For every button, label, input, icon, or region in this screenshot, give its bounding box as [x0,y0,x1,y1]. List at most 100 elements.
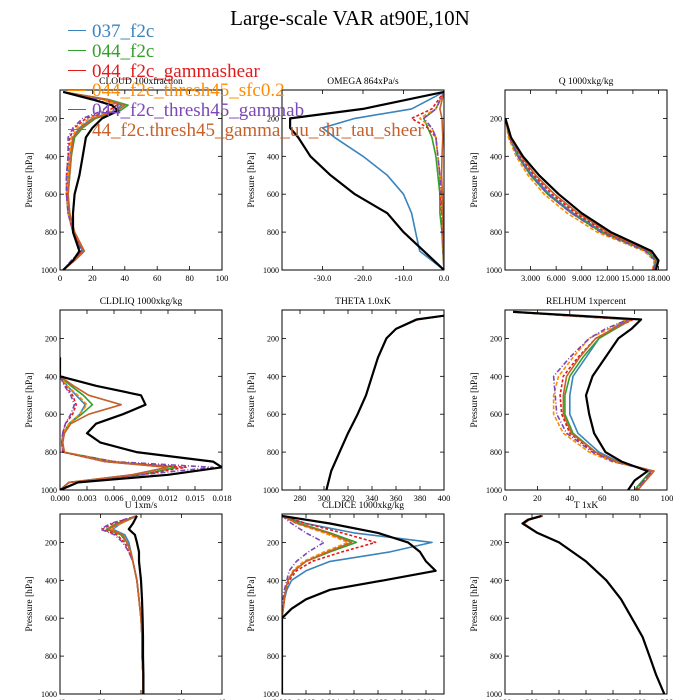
y-tick-label: 200 [45,114,57,123]
y-tick-label: 1000 [486,266,502,275]
x-tick-label: 100 [216,273,229,283]
series-group [289,90,444,270]
series-line [60,357,169,490]
series-line [60,357,178,490]
y-tick-label: 600 [45,614,57,623]
series-line [422,91,444,270]
y-tick-label: 400 [45,372,57,381]
y-tick-label: 400 [267,372,279,381]
series-line [505,118,656,270]
series-line [513,311,655,490]
x-tick-label: 100 [661,493,674,503]
series-line [60,357,187,490]
x-tick-label: 340 [366,493,379,503]
legend-swatch [68,30,86,32]
series-line [513,311,652,490]
x-tick-label: 80 [185,273,194,283]
y-tick-label: 800 [490,228,502,237]
x-tick-label: 200 [526,697,539,700]
reference-line [325,314,444,490]
x-tick-label: 360 [390,493,403,503]
legend-item: 44_f2c.thresh45_gamma_uu_shr_tau_sheer [68,121,424,141]
x-tick-label: 0.003 [77,493,96,503]
series-line [523,515,666,694]
legend-label: 044_f2c [92,40,155,62]
x-tick-label: 60 [153,273,162,283]
series-line [282,515,358,694]
legend-swatch [68,129,86,131]
series-line [321,91,444,270]
y-tick-label: 800 [267,448,279,457]
x-tick-label: 0.010 [392,697,411,700]
x-tick-label: 260 [607,697,620,700]
x-tick-label: -20 [95,697,106,700]
x-tick-label: 40 [121,273,130,283]
series-line [505,118,657,270]
y-tick-label: 600 [267,614,279,623]
plot-frame [281,513,445,695]
series-line [513,311,654,490]
panel: 0.000 0.003 0.006 0.009 0.012 0.015 0.018 200 40… [25,297,232,503]
y-tick-label: 600 [45,190,57,199]
y-tick-label: 400 [490,152,502,161]
x-tick-label: 0.006 [344,697,363,700]
panel-title: CLDLIQ 1000xkg/kg [100,297,183,307]
x-tick-label: 15.000 [621,273,644,283]
legend-item: 044_f2c [68,40,424,62]
panel: -40 -20 0 20 40 200 400 600 800 1000 U 1xm/s Pressu… [25,501,226,700]
y-tick-label: 400 [45,152,57,161]
x-tick-label: 9.000 [572,273,591,283]
x-tick-label: 40 [566,493,575,503]
series-line [513,311,655,490]
series-line [523,515,666,694]
y-tick-label: 400 [490,576,502,585]
plot-frame [504,513,668,695]
series-line [282,515,325,694]
reference-line [62,90,120,270]
y-tick-label: 600 [490,190,502,199]
x-tick-label: 0.006 [104,493,123,503]
series-line [282,515,353,694]
panel: -30.0 -20.0 -10.0 0.0 200 400 600 800 1000 OMEGA … [247,77,449,283]
x-tick-label: 18.000 [647,273,670,283]
y-tick-label: 800 [45,228,57,237]
x-tick-label: 240 [580,697,593,700]
plot-frame [504,89,668,271]
y-tick-label: 600 [267,190,279,199]
y-tick-label: 200 [490,334,502,343]
x-tick-label: 0.008 [368,697,387,700]
x-tick-label: 20 [88,273,97,283]
y-tick-label: 1000 [263,266,279,275]
series-line [523,515,666,694]
series-line [282,515,349,694]
y-tick-label: 600 [267,410,279,419]
y-axis-label: Pressure [hPa] [247,152,257,207]
y-axis-label: Pressure [hPa] [25,152,35,207]
x-tick-label: 0 [503,493,507,503]
x-tick-label: 40 [218,697,227,700]
series-group [521,514,666,694]
x-tick-label: 0 [58,273,62,283]
x-tick-label: -40 [54,697,65,700]
y-axis-label: Pressure [hPa] [25,576,35,631]
series-line [111,515,144,694]
series-line [282,515,377,694]
y-tick-label: 200 [267,538,279,547]
series-line [60,357,214,490]
legend-label: 044_f2c_thresh45_gammab [92,100,305,122]
legend-item: 037_f2c [68,22,424,42]
y-tick-label: 200 [267,114,279,123]
series-group [99,515,145,694]
panel: 0.000 0.002 0.004 0.006 0.008 0.010 0.012 200 40… [247,501,445,700]
y-tick-label: 600 [45,410,57,419]
series-line [418,91,444,270]
x-tick-label: -30.0 [314,273,332,283]
panel: 0 20 40 60 80 100 200 400 600 800 1000 RELHUM 1xper… [470,297,673,503]
legend-swatch [68,109,86,111]
series-line [439,91,444,270]
plot-frame [281,309,445,491]
x-tick-label: 0.002 [296,697,315,700]
x-tick-label: 0.012 [158,493,177,503]
y-tick-label: 1000 [486,690,502,699]
